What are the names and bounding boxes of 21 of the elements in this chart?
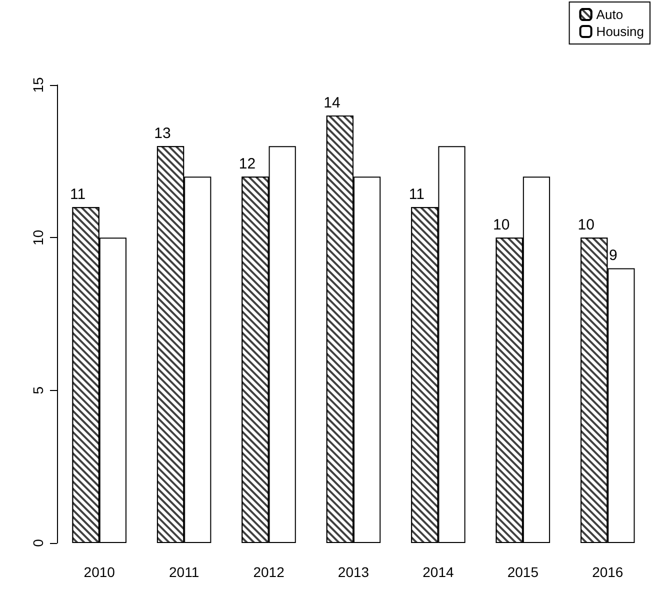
legend-label: Auto — [596, 7, 624, 22]
x-tick-label: 2012 — [253, 564, 285, 580]
y-tick-label: 15 — [30, 77, 46, 93]
legend-label: Housing — [596, 24, 644, 39]
y-tick-label: 5 — [30, 386, 46, 394]
data-label: 13 — [154, 125, 171, 142]
x-tick-label: 2013 — [338, 564, 370, 580]
x-tick-label: 2015 — [507, 564, 539, 580]
data-label: 12 — [238, 156, 256, 173]
x-tick-label: 2016 — [592, 564, 624, 580]
data-label: 11 — [408, 186, 424, 204]
data-label: 9 — [609, 247, 618, 264]
data-label: 11 — [70, 186, 86, 204]
x-tick-label: 2011 — [169, 564, 200, 580]
data-label: 10 — [493, 216, 510, 234]
y-tick-label: 10 — [30, 230, 46, 246]
data-label: 14 — [324, 94, 340, 112]
x-tick-label: 2014 — [422, 564, 454, 580]
y-tick-label: 0 — [30, 538, 46, 547]
x-tick-label: 2010 — [84, 564, 116, 580]
data-label: 10 — [578, 216, 594, 234]
